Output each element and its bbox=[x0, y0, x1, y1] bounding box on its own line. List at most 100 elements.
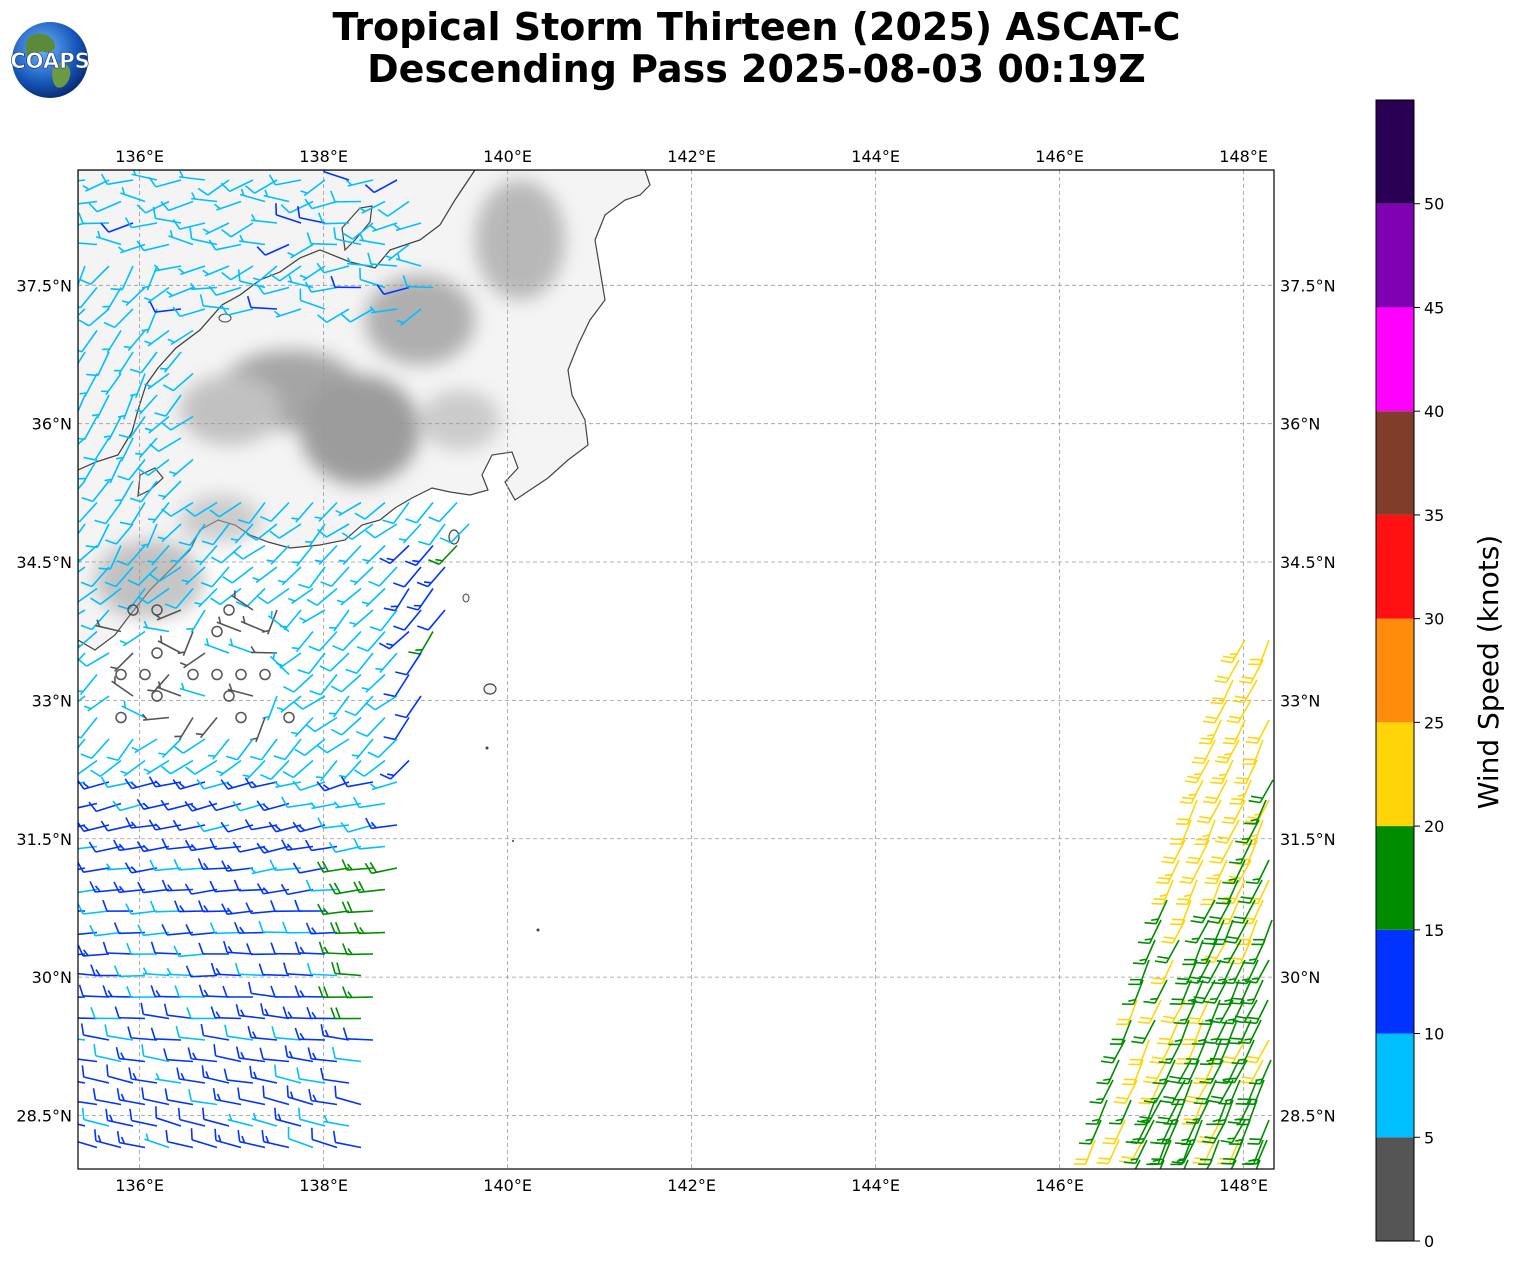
wind-barb bbox=[78, 1017, 98, 1020]
wind-barb bbox=[299, 609, 326, 624]
wind-barb bbox=[259, 1047, 290, 1063]
wind-barb bbox=[184, 839, 218, 852]
wind-barb bbox=[156, 681, 182, 697]
lon-tick-bottom: 146°E bbox=[1035, 1176, 1084, 1195]
wind-barb bbox=[1228, 979, 1252, 1005]
wind-barb bbox=[1161, 839, 1186, 864]
wind-barb bbox=[1102, 1119, 1126, 1145]
wind-barb bbox=[136, 240, 170, 252]
wind-barb bbox=[131, 170, 158, 181]
wind-barb bbox=[235, 668, 247, 681]
wind-barb bbox=[120, 759, 146, 777]
colorbar-bin bbox=[1376, 1137, 1414, 1241]
wind-barb bbox=[161, 501, 194, 517]
wind-barb bbox=[102, 330, 122, 354]
wind-barb bbox=[235, 587, 266, 608]
wind-barb bbox=[323, 170, 350, 181]
wind-barb bbox=[78, 1081, 86, 1084]
wind-barb bbox=[1245, 859, 1270, 885]
wind-barb bbox=[263, 189, 290, 203]
wind-barb bbox=[116, 544, 146, 566]
wind-barb bbox=[115, 437, 134, 462]
colorbar-tick: 5 bbox=[1424, 1128, 1434, 1147]
wind-barb bbox=[318, 941, 350, 955]
wind-barb bbox=[1156, 1019, 1180, 1045]
wind-barb bbox=[78, 953, 86, 956]
wind-barb bbox=[181, 566, 206, 586]
wind-barb bbox=[208, 285, 242, 297]
wind-barb bbox=[284, 1045, 314, 1063]
wind-barb bbox=[342, 943, 374, 956]
wind-barb bbox=[209, 880, 242, 893]
colorbar-tick: 0 bbox=[1424, 1232, 1434, 1251]
wind-barb bbox=[141, 1044, 170, 1063]
wind-barb bbox=[162, 372, 194, 392]
wind-barb bbox=[439, 523, 470, 544]
wind-barb bbox=[184, 883, 218, 895]
wind-barb bbox=[244, 819, 278, 831]
wind-barb bbox=[359, 267, 386, 289]
wind-barb bbox=[90, 1006, 122, 1020]
wind-barb bbox=[149, 301, 182, 313]
wind-barb bbox=[78, 222, 86, 226]
wind-barb bbox=[78, 523, 86, 536]
wind-barb bbox=[1231, 899, 1256, 924]
wind-barb bbox=[344, 695, 374, 717]
wind-barb bbox=[323, 1115, 350, 1127]
wind-barb bbox=[335, 501, 362, 517]
wind-barb bbox=[1085, 1099, 1108, 1125]
wind-barb bbox=[258, 963, 290, 977]
wind-barb bbox=[233, 544, 266, 560]
wind-barb bbox=[141, 713, 170, 721]
wind-barb bbox=[89, 881, 122, 893]
wind-barb bbox=[119, 630, 146, 647]
wind-barb bbox=[317, 817, 350, 829]
wind-barb bbox=[160, 799, 194, 811]
wind-barb bbox=[332, 1130, 362, 1149]
wind-barb bbox=[212, 1087, 242, 1106]
wind-barb bbox=[1089, 1079, 1114, 1104]
wind-barb bbox=[361, 587, 386, 608]
wind-barb bbox=[1184, 1039, 1207, 1065]
wind-barb bbox=[1235, 959, 1259, 985]
wind-barb bbox=[317, 523, 350, 538]
wind-barb bbox=[78, 265, 86, 287]
wind-barb bbox=[106, 738, 134, 762]
wind-barb bbox=[220, 304, 254, 316]
wind-barb bbox=[251, 1112, 278, 1127]
wind-barb bbox=[1221, 999, 1245, 1025]
wind-barb bbox=[1247, 1119, 1270, 1145]
wind-barb bbox=[340, 308, 374, 323]
wind-barb bbox=[408, 631, 434, 655]
wind-barb bbox=[78, 242, 98, 246]
wind-barb bbox=[222, 566, 254, 584]
wind-barb bbox=[1156, 859, 1180, 885]
wind-barb bbox=[78, 652, 86, 662]
wind-barb bbox=[237, 502, 266, 524]
colorbar-tick: 20 bbox=[1424, 817, 1444, 836]
wind-barb bbox=[1175, 879, 1198, 905]
wind-barb bbox=[1190, 899, 1216, 924]
wind-barb bbox=[1230, 1159, 1237, 1169]
wind-barb bbox=[304, 198, 338, 210]
wind-barb bbox=[211, 668, 223, 681]
wind-barb bbox=[98, 545, 122, 570]
wind-barb bbox=[314, 544, 338, 565]
wind-barb bbox=[152, 206, 182, 224]
wind-barb bbox=[377, 200, 410, 217]
wind-barb bbox=[185, 965, 218, 978]
wind-barb bbox=[1183, 1159, 1189, 1169]
wind-barb bbox=[393, 566, 422, 588]
wind-barb bbox=[1216, 939, 1242, 964]
wind-barb bbox=[104, 459, 122, 484]
wind-barb bbox=[144, 329, 170, 347]
wind-barb bbox=[338, 759, 362, 781]
wind-barb bbox=[78, 566, 86, 574]
wind-barb bbox=[90, 587, 122, 605]
colorbar-bin bbox=[1376, 618, 1414, 723]
wind-barb bbox=[78, 630, 98, 650]
wind-barb bbox=[113, 922, 146, 935]
wind-barb bbox=[249, 867, 278, 875]
colorbar-bin bbox=[1376, 514, 1414, 619]
wind-barb bbox=[405, 501, 434, 524]
